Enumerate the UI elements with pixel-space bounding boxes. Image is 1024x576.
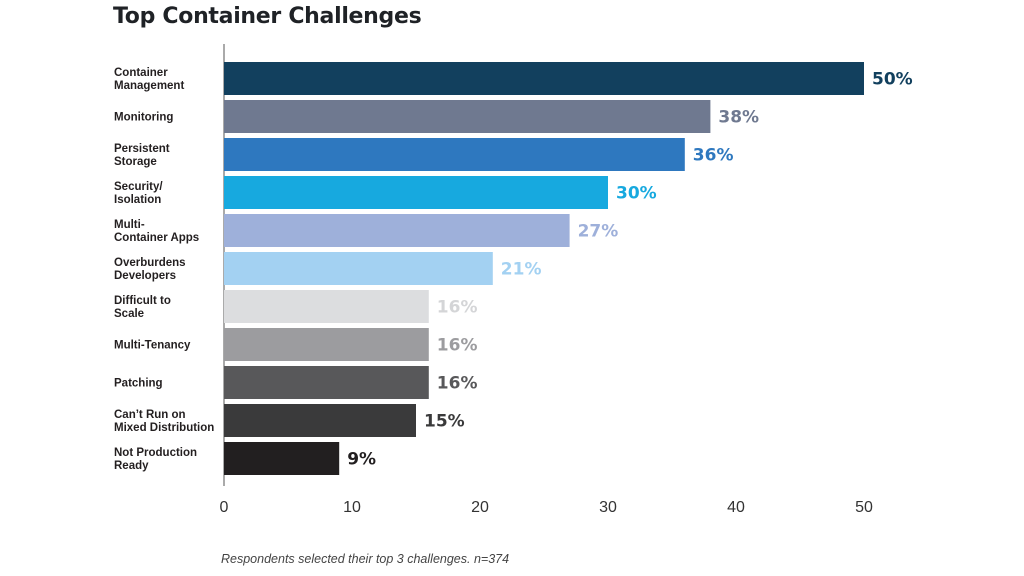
category-label-0: Container Management <box>114 67 184 92</box>
value-label-8: 16% <box>437 374 478 394</box>
bar-5 <box>224 252 493 285</box>
value-label-1: 38% <box>718 108 759 128</box>
category-label-7: Multi-Tenancy <box>114 340 191 352</box>
value-label-3: 30% <box>616 184 657 204</box>
chart-title: Top Container Challenges <box>113 4 422 29</box>
x-tick-label-3: 30 <box>599 499 617 516</box>
x-tick-label-5: 50 <box>855 499 873 516</box>
x-tick-label-4: 40 <box>727 499 745 516</box>
bar-2 <box>224 138 685 171</box>
bar-1 <box>224 100 711 133</box>
bar-8 <box>224 366 429 399</box>
value-label-9: 15% <box>424 412 465 432</box>
category-label-9: Can’t Run on Mixed Distribution <box>114 409 214 434</box>
category-label-1: Monitoring <box>114 112 173 124</box>
x-tick-label-1: 10 <box>343 499 361 516</box>
category-label-6: Difficult to Scale <box>114 295 171 320</box>
bar-4 <box>224 214 570 247</box>
value-labels: 50% 38% 36% 30% 27% 21% 16% 16% 16% 15% 9% <box>347 70 913 470</box>
category-label-2: Persistent Storage <box>114 143 170 168</box>
value-label-4: 27% <box>578 222 619 242</box>
value-label-2: 36% <box>693 146 734 166</box>
value-label-7: 16% <box>437 336 478 356</box>
category-label-5: Overburdens Developers <box>114 257 186 282</box>
footnote: Respondents selected their top 3 challen… <box>221 552 510 566</box>
value-label-0: 50% <box>872 70 913 90</box>
category-label-10: Not Production Ready <box>114 447 197 472</box>
value-label-5: 21% <box>501 260 542 280</box>
category-label-4: Multi-Container Apps <box>114 219 199 244</box>
value-label-6: 16% <box>437 298 478 318</box>
x-tick-label-0: 0 <box>220 499 229 516</box>
bars-group <box>224 62 864 475</box>
bar-3 <box>224 176 608 209</box>
value-label-10: 9% <box>347 450 376 470</box>
bar-9 <box>224 404 416 437</box>
category-labels: Container Management Monitoring Persistent S… <box>114 67 214 472</box>
x-tick-label-2: 20 <box>471 499 489 516</box>
category-label-8: Patching <box>114 378 163 390</box>
x-axis-ticks: 0 10 20 30 40 50 <box>220 499 873 516</box>
bar-10 <box>224 442 340 475</box>
bar-7 <box>224 328 429 361</box>
bar-6 <box>224 290 429 323</box>
bar-0 <box>224 62 864 95</box>
category-label-3: Security/Isolation <box>114 181 163 206</box>
